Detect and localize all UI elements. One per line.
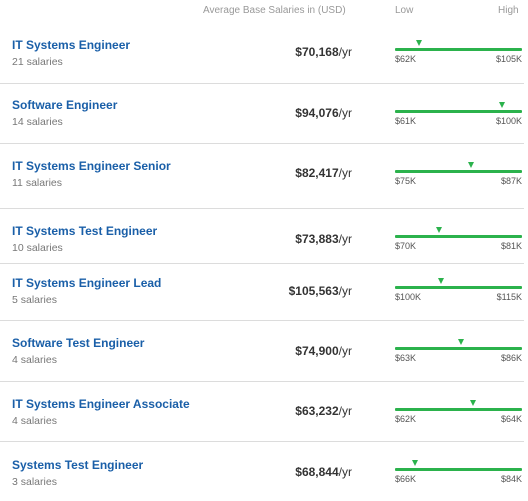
salary-value: $70,168 <box>295 45 339 59</box>
range-high: $81K <box>500 241 522 251</box>
job-title-link[interactable]: IT Systems Engineer Associate <box>12 397 190 411</box>
salary-count: 4 salaries <box>12 415 57 427</box>
table-header: Average Base Salaries in (USD) Low High <box>0 0 528 22</box>
average-marker-icon <box>435 227 442 233</box>
salary-count: 4 salaries <box>12 354 57 366</box>
average-salary: $74,900/yr <box>295 344 352 358</box>
range-bar <box>395 408 522 411</box>
job-title-link[interactable]: IT Systems Engineer Lead <box>12 276 162 290</box>
salary-count: 14 salaries <box>12 116 63 128</box>
list-item: Software Test Engineer 4 salaries $74,900/… <box>0 321 528 382</box>
average-salary: $68,844/yr <box>295 465 352 479</box>
salary-range: $75K $87K <box>395 162 522 188</box>
salary-count: 3 salaries <box>12 476 57 488</box>
range-low: $62K <box>395 54 417 64</box>
range-low: $62K <box>395 414 417 424</box>
list-item: IT Systems Test Engineer 10 salaries $73,8… <box>0 209 528 264</box>
average-salary: $105,563/yr <box>289 284 352 298</box>
average-marker-icon <box>415 40 422 46</box>
range-bar <box>395 48 522 51</box>
salary-range: $62K $64K <box>395 400 522 426</box>
range-high: $64K <box>500 414 522 424</box>
job-title-link[interactable]: IT Systems Engineer Senior <box>12 159 171 173</box>
salary-period: /yr <box>338 465 352 479</box>
range-bar <box>395 170 522 173</box>
salary-count: 5 salaries <box>12 294 57 306</box>
salary-range: $62K $105K <box>395 40 522 66</box>
salary-period: /yr <box>338 45 352 59</box>
row-divider <box>0 208 524 209</box>
average-marker-icon <box>411 460 418 466</box>
salary-count: 10 salaries <box>12 242 63 254</box>
salary-period: /yr <box>338 232 352 246</box>
range-low: $66K <box>395 474 417 484</box>
range-high: $86K <box>500 353 522 363</box>
range-bar <box>395 235 522 238</box>
job-title-link[interactable]: Software Test Engineer <box>12 336 145 350</box>
list-item: IT Systems Engineer 21 salaries $70,168/yr… <box>0 22 528 84</box>
average-marker-icon <box>438 278 445 284</box>
salary-period: /yr <box>338 404 352 418</box>
average-salary: $73,883/yr <box>295 232 352 246</box>
average-marker-icon <box>467 162 474 168</box>
range-bar <box>395 468 522 471</box>
row-divider <box>0 263 524 264</box>
salary-value: $73,883 <box>295 232 339 246</box>
range-low: $100K <box>395 292 422 302</box>
row-divider <box>0 381 524 382</box>
range-low: $63K <box>395 353 417 363</box>
job-title-link[interactable]: Systems Test Engineer <box>12 458 144 472</box>
average-salary: $94,076/yr <box>295 106 352 120</box>
range-high: $87K <box>500 176 522 186</box>
salary-range: $100K $115K <box>395 278 522 304</box>
low-header: Low <box>395 5 414 16</box>
salary-count: 21 salaries <box>12 56 63 68</box>
average-salary: $63,232/yr <box>295 404 352 418</box>
list-item: IT Systems Engineer Lead 5 salaries $105,5… <box>0 264 528 321</box>
row-divider <box>0 441 524 442</box>
list-item: Systems Test Engineer 3 salaries $68,844/y… <box>0 442 528 501</box>
range-low: $70K <box>395 241 417 251</box>
salary-value: $74,900 <box>295 344 339 358</box>
high-header: High <box>498 5 519 16</box>
row-divider <box>0 83 524 84</box>
salary-value: $105,563 <box>288 284 339 298</box>
job-title-link[interactable]: IT Systems Engineer <box>12 38 131 52</box>
average-marker-icon <box>470 400 477 406</box>
range-bar <box>395 286 522 289</box>
range-low: $75K <box>395 176 417 186</box>
salary-period: /yr <box>338 106 352 120</box>
average-salary: $70,168/yr <box>295 45 352 59</box>
range-high: $115K <box>496 292 522 302</box>
salary-value: $63,232 <box>295 404 339 418</box>
salary-count: 11 salaries <box>12 177 62 189</box>
range-bar <box>395 347 522 350</box>
salary-range: $61K $100K <box>395 102 522 128</box>
row-divider <box>0 320 524 321</box>
list-item: Software Engineer 14 salaries $94,076/yr $6… <box>0 84 528 144</box>
average-salary: $82,417/yr <box>295 166 352 180</box>
salary-value: $68,844 <box>295 465 339 479</box>
row-divider <box>0 143 524 144</box>
salary-range: $70K $81K <box>395 227 522 253</box>
average-marker-icon <box>457 339 464 345</box>
job-title-link[interactable]: IT Systems Test Engineer <box>12 224 158 238</box>
list-item: IT Systems Engineer Senior 11 salaries $82… <box>0 144 528 209</box>
range-high: $84K <box>500 474 522 484</box>
range-bar <box>395 110 522 113</box>
salary-range: $63K $86K <box>395 339 522 365</box>
salary-value: $82,417 <box>295 166 339 180</box>
salary-range: $66K $84K <box>395 460 522 486</box>
average-marker-icon <box>499 102 506 108</box>
salary-period: /yr <box>338 284 352 298</box>
range-low: $61K <box>395 116 417 126</box>
list-item: IT Systems Engineer Associate 4 salaries $… <box>0 382 528 442</box>
salary-period: /yr <box>338 344 352 358</box>
salary-period: /yr <box>338 166 352 180</box>
range-high: $105K <box>495 54 522 64</box>
job-title-link[interactable]: Software Engineer <box>12 98 118 112</box>
range-high: $100K <box>495 116 522 126</box>
average-salaries-header: Average Base Salaries in (USD) <box>203 5 346 16</box>
salary-value: $94,076 <box>295 106 339 120</box>
